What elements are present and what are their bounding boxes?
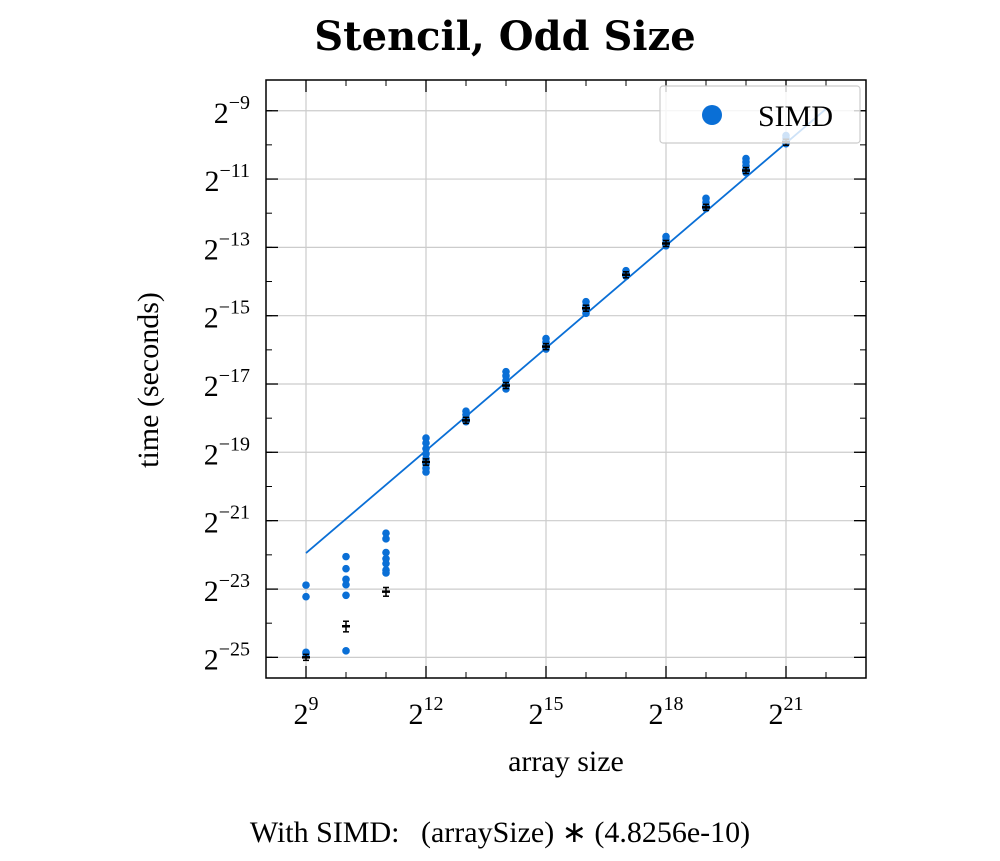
tick-base: 2 <box>294 698 309 731</box>
tick-exponent: −21 <box>219 502 250 524</box>
tick-exponent: −19 <box>219 433 250 455</box>
fit-formula: With SIMD: (arraySize) ∗ (4.8256e-10) <box>250 816 750 849</box>
data-point <box>302 592 310 601</box>
y-tick-label: 2−19 <box>204 433 250 471</box>
tick-base: 2 <box>214 97 229 130</box>
data-point <box>342 591 350 600</box>
tick-base: 2 <box>204 643 219 676</box>
tick-exponent: −11 <box>219 160 250 182</box>
x-axis-ticks: 29 212 215 218 221 <box>294 693 804 731</box>
chart-title: Stencil, Odd Size <box>314 13 695 60</box>
tick-base: 2 <box>409 698 424 731</box>
y-tick-label: 2−25 <box>204 638 250 676</box>
tick-exponent: 9 <box>309 693 319 715</box>
tick-base: 2 <box>649 698 664 731</box>
y-tick-label: 2−17 <box>204 365 250 403</box>
tick-exponent: 12 <box>424 693 444 715</box>
formula-prefix: With SIMD: <box>250 816 400 849</box>
tick-base: 2 <box>204 507 219 540</box>
legend: SIMD <box>659 85 861 144</box>
data-point <box>422 468 430 476</box>
legend-box <box>659 85 861 144</box>
data-point <box>342 552 350 561</box>
y-tick-label: 2−9 <box>214 92 250 130</box>
formula-expression: (arraySize) ∗ (4.8256e-10) <box>421 816 750 849</box>
data-point <box>342 575 350 584</box>
tick-exponent: −9 <box>229 92 250 114</box>
y-axis-label: time (seconds) <box>132 292 165 468</box>
tick-exponent: 15 <box>544 693 564 715</box>
data-point <box>342 564 350 573</box>
data-point <box>422 439 430 447</box>
tick-base: 2 <box>529 698 544 731</box>
x-tick-label: 221 <box>769 693 804 731</box>
tick-base: 2 <box>204 302 219 335</box>
tick-exponent: 21 <box>784 693 804 715</box>
tick-exponent: −13 <box>219 228 250 250</box>
mean-markers <box>302 138 790 662</box>
data-point <box>302 581 310 589</box>
tick-base: 2 <box>204 233 219 266</box>
data-point <box>342 647 350 655</box>
tick-base: 2 <box>204 575 219 608</box>
tick-base: 2 <box>204 165 219 198</box>
x-tick-label: 218 <box>649 693 684 731</box>
plot-area <box>265 79 867 679</box>
x-tick-label: 29 <box>294 693 319 731</box>
tick-base: 2 <box>204 438 219 471</box>
plot-frame <box>265 79 867 679</box>
data-point <box>382 559 390 568</box>
plot-background <box>266 80 866 678</box>
data-point <box>382 548 390 557</box>
x-tick-label: 212 <box>409 693 444 731</box>
tick-exponent: −23 <box>219 570 250 592</box>
y-tick-label: 2−11 <box>204 160 250 198</box>
minor-ticks <box>265 80 867 678</box>
tick-exponent: 18 <box>664 693 684 715</box>
tick-exponent: −17 <box>219 365 250 387</box>
data-point <box>342 580 350 589</box>
fit-line-layer <box>305 108 827 554</box>
y-tick-label: 2−13 <box>204 228 250 266</box>
tick-exponent: −25 <box>219 638 250 660</box>
tick-exponent: −15 <box>219 297 250 319</box>
tick-base: 2 <box>204 370 219 403</box>
data-point <box>382 569 390 577</box>
legend-label: SIMD <box>758 100 833 133</box>
grid-lines <box>266 80 866 678</box>
x-axis-label: array size <box>508 745 624 778</box>
y-axis-ticks: 2−252−232−212−192−172−152−132−112−9 <box>204 92 250 677</box>
data-point <box>382 535 390 543</box>
tick-base: 2 <box>769 698 784 731</box>
y-tick-label: 2−21 <box>204 502 250 540</box>
y-tick-label: 2−15 <box>204 297 250 335</box>
legend-marker <box>702 105 722 125</box>
x-tick-label: 215 <box>529 693 564 731</box>
y-tick-label: 2−23 <box>204 570 250 608</box>
fit-line <box>305 108 827 554</box>
data-point <box>382 529 390 537</box>
